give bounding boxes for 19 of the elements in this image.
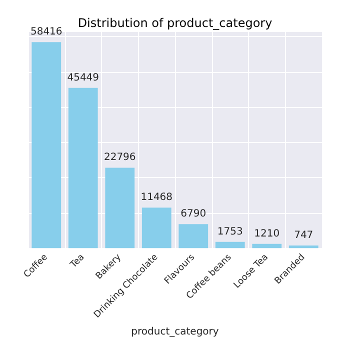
data-label: 1210 (254, 228, 280, 240)
bar (178, 224, 208, 248)
bar (32, 42, 62, 248)
chart-title: Distribution of product_category (78, 16, 272, 30)
data-label: 58416 (30, 26, 62, 38)
bar (142, 208, 172, 248)
bar (252, 244, 282, 248)
bar (288, 245, 318, 248)
data-label: 45449 (67, 72, 100, 84)
x-axis-title: product_category (131, 326, 219, 338)
data-label: 11468 (140, 192, 173, 204)
bar (105, 168, 135, 248)
data-label: 6790 (180, 208, 206, 220)
bar (215, 242, 245, 248)
x-tick-label: Tea (68, 252, 87, 271)
data-label: 22796 (104, 152, 136, 164)
data-label: 747 (294, 230, 314, 241)
data-label: 1753 (217, 226, 243, 238)
bar (68, 88, 98, 248)
